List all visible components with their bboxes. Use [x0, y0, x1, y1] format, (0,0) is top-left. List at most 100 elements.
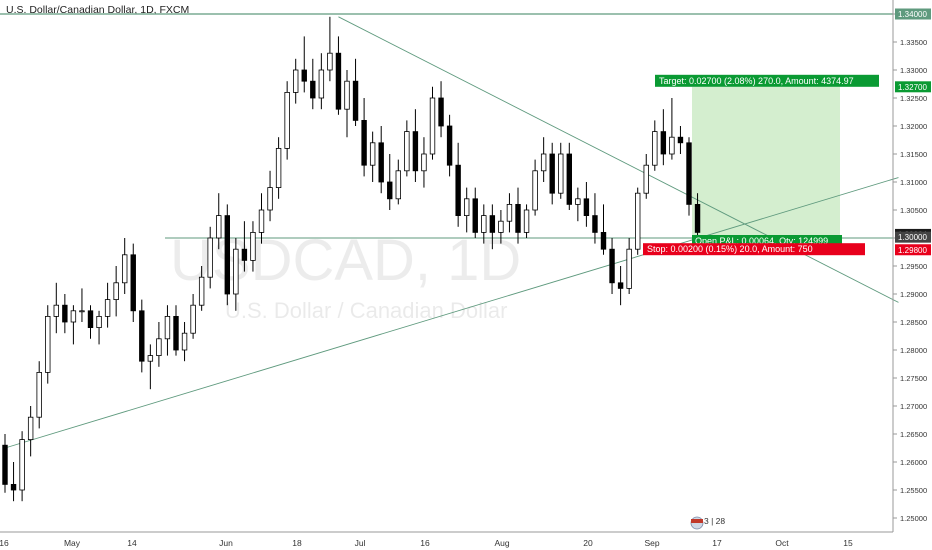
candle[interactable] — [36, 361, 42, 429]
candle[interactable] — [190, 294, 196, 339]
candle[interactable] — [258, 193, 265, 244]
candle[interactable] — [395, 159, 401, 205]
events-badge[interactable]: 3 | 28 — [690, 516, 725, 530]
candle[interactable] — [438, 81, 444, 138]
candle[interactable] — [489, 204, 496, 250]
candle[interactable] — [19, 431, 25, 502]
x-tick-label: 16 — [0, 538, 9, 548]
candle[interactable] — [600, 204, 607, 255]
candle[interactable] — [284, 81, 290, 160]
candle[interactable] — [335, 36, 342, 115]
candle[interactable] — [241, 221, 248, 272]
candle[interactable] — [652, 120, 658, 171]
candle[interactable] — [669, 98, 675, 160]
watermark-name: U.S. Dollar / Canadian Dollar — [225, 298, 507, 323]
candle[interactable] — [412, 109, 419, 182]
candle[interactable] — [224, 204, 230, 306]
candle[interactable] — [677, 126, 684, 154]
candle[interactable] — [327, 16, 333, 82]
candle[interactable] — [301, 36, 307, 93]
candle[interactable] — [96, 310, 102, 345]
candle-body — [267, 187, 273, 211]
candle[interactable] — [686, 137, 692, 216]
candle[interactable] — [404, 120, 410, 177]
candle[interactable] — [113, 266, 119, 317]
candle[interactable] — [481, 204, 487, 244]
candle[interactable] — [344, 70, 350, 138]
x-tick-label: Sep — [644, 538, 659, 548]
candle[interactable] — [198, 266, 205, 311]
candle[interactable] — [549, 142, 555, 205]
candle[interactable] — [352, 58, 359, 126]
candle[interactable] — [463, 187, 470, 233]
candle-body — [113, 282, 119, 300]
candle-body — [198, 276, 205, 306]
candle[interactable] — [421, 137, 427, 188]
candle[interactable] — [87, 305, 94, 339]
candle[interactable] — [455, 142, 461, 227]
candle[interactable] — [387, 154, 393, 210]
candle[interactable] — [515, 187, 521, 244]
candle[interactable] — [292, 58, 299, 104]
candle[interactable] — [70, 305, 77, 345]
candle[interactable] — [523, 204, 530, 238]
candle[interactable] — [27, 406, 34, 457]
flag-stripe — [691, 519, 703, 523]
candle[interactable] — [275, 137, 282, 199]
candle[interactable] — [609, 238, 615, 294]
candle[interactable] — [104, 282, 111, 328]
candle-body — [421, 153, 427, 172]
candle[interactable] — [10, 462, 17, 502]
candle[interactable] — [147, 344, 154, 390]
rising-trendline[interactable] — [4, 177, 899, 449]
candle[interactable] — [506, 193, 513, 233]
candle[interactable] — [378, 126, 384, 194]
candle[interactable] — [583, 182, 590, 227]
candle[interactable] — [540, 137, 547, 182]
candle[interactable] — [643, 154, 649, 199]
y-tick-label: 1.31000 — [900, 178, 927, 187]
candle[interactable] — [318, 53, 325, 110]
candle[interactable] — [156, 322, 162, 367]
candle[interactable] — [635, 187, 641, 255]
candle[interactable] — [53, 282, 59, 334]
candle[interactable] — [216, 193, 222, 250]
candle[interactable] — [164, 305, 171, 356]
candle-body — [284, 92, 290, 149]
candle[interactable] — [369, 131, 376, 182]
candle[interactable] — [310, 58, 316, 110]
candle-body — [369, 142, 376, 166]
candle[interactable] — [173, 305, 179, 356]
candle[interactable] — [575, 187, 581, 222]
candle[interactable] — [472, 187, 478, 238]
candle[interactable] — [660, 109, 667, 166]
candle[interactable] — [207, 226, 213, 289]
candle[interactable] — [250, 221, 256, 272]
candle[interactable] — [267, 170, 273, 222]
candle[interactable] — [361, 98, 367, 177]
candle[interactable] — [694, 193, 701, 238]
candle[interactable] — [558, 142, 564, 199]
y-tick-label: 1.29000 — [900, 290, 927, 299]
candle[interactable] — [62, 294, 68, 334]
candle[interactable] — [626, 238, 632, 294]
candle[interactable] — [2, 434, 8, 493]
candle-body — [258, 209, 265, 233]
candle[interactable] — [181, 322, 188, 362]
candle[interactable] — [139, 299, 145, 373]
candle[interactable] — [130, 243, 136, 322]
candle[interactable] — [45, 305, 51, 384]
candle[interactable] — [429, 86, 436, 160]
candle-body — [669, 136, 675, 155]
candle[interactable] — [498, 210, 504, 244]
candle[interactable] — [566, 142, 572, 210]
candle[interactable] — [446, 114, 453, 177]
candle[interactable] — [592, 193, 598, 244]
candle[interactable] — [122, 238, 128, 294]
candle[interactable] — [233, 238, 239, 311]
candle[interactable] — [617, 266, 624, 306]
candle[interactable] — [532, 159, 538, 216]
candle[interactable] — [79, 288, 85, 322]
